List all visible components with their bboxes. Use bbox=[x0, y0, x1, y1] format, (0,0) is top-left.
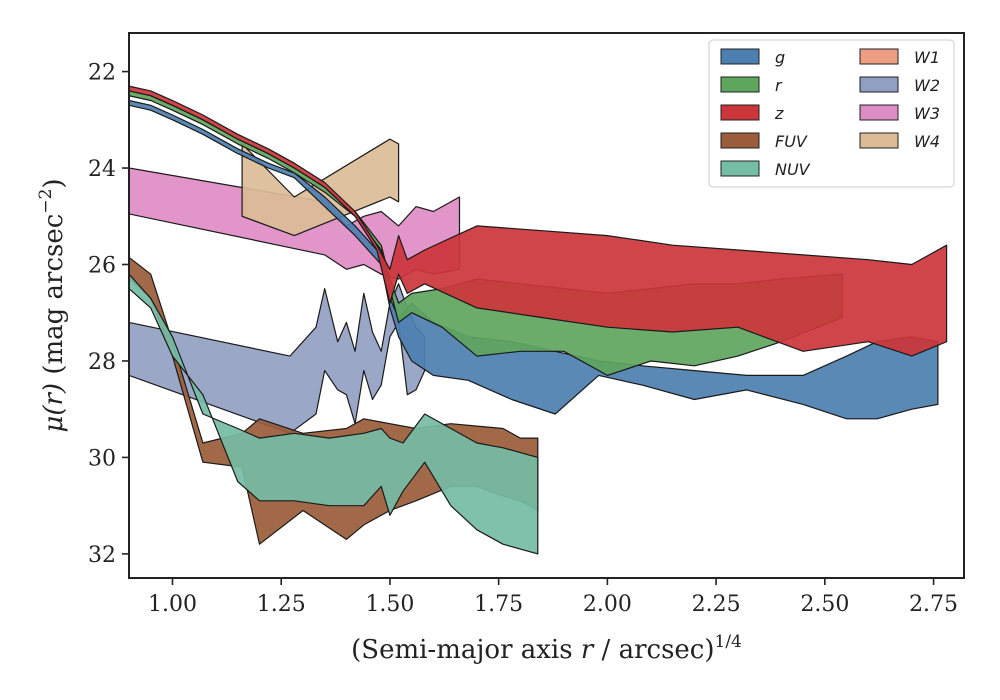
plot-frame bbox=[128, 32, 965, 579]
x-tick-label: 1.50 bbox=[365, 592, 414, 617]
legend-swatch bbox=[720, 132, 760, 149]
x-tick-label: 2.25 bbox=[692, 592, 741, 617]
y-tick-label: 32 bbox=[88, 543, 116, 568]
x-tick-label: 1.00 bbox=[148, 592, 197, 617]
y-tick-label: 24 bbox=[88, 157, 116, 182]
legend-label: g bbox=[775, 48, 785, 67]
legend-item-nuv: NUV bbox=[720, 160, 811, 179]
legend-swatch bbox=[720, 104, 760, 121]
x-tick-label: 1.75 bbox=[474, 592, 523, 617]
legend-item-r: r bbox=[720, 76, 783, 95]
y-tick-label: 30 bbox=[88, 446, 116, 471]
legend-label: FUV bbox=[775, 132, 808, 151]
band-z bbox=[129, 85, 948, 357]
legend-item-w2: W2 bbox=[859, 76, 940, 95]
legend-label: NUV bbox=[775, 160, 811, 179]
legend-item-w3: W3 bbox=[859, 104, 940, 123]
x-tick-label: 1.25 bbox=[257, 592, 306, 617]
legend-swatch bbox=[859, 104, 899, 121]
x-axis-label: (Semi-major axis r / arcsec)1/4 bbox=[351, 632, 742, 665]
y-axis-label: μ(r) (mag arcsec−2) bbox=[36, 178, 69, 432]
legend-label: r bbox=[775, 76, 783, 95]
x-tick-label: 2.50 bbox=[800, 592, 849, 617]
legend-item-w1: W1 bbox=[859, 48, 940, 67]
legend-item-w4: W4 bbox=[859, 132, 940, 151]
y-tick-label: 26 bbox=[88, 254, 116, 279]
y-tick-label: 28 bbox=[88, 350, 116, 375]
legend-swatch bbox=[720, 48, 760, 65]
legend-label: W4 bbox=[914, 132, 940, 151]
band-nuv bbox=[129, 273, 539, 555]
legend-swatch bbox=[859, 76, 899, 93]
profile-bands bbox=[129, 85, 948, 555]
legend-label: W2 bbox=[914, 76, 940, 95]
x-axis-ticks: 1.00 1.25 1.50 1.75 2.00 2.25 2.50 2.75 bbox=[148, 578, 958, 617]
legend-swatch bbox=[859, 48, 899, 65]
legend-item-g: g bbox=[720, 48, 785, 67]
band-g bbox=[129, 99, 939, 420]
legend-label: z bbox=[774, 104, 784, 123]
legend-label: W3 bbox=[914, 104, 940, 123]
x-tick-label: 2.75 bbox=[909, 592, 958, 617]
y-tick-label: 22 bbox=[88, 61, 116, 86]
legend-item-z: z bbox=[720, 104, 784, 123]
legend-label: W1 bbox=[914, 48, 940, 67]
legend-swatch bbox=[720, 160, 760, 177]
legend: grz FUV NUV W1 W2 W3 W4 bbox=[708, 39, 955, 188]
legend-swatch bbox=[859, 132, 899, 149]
legend-swatch bbox=[720, 76, 760, 93]
x-tick-label: 2.00 bbox=[583, 592, 632, 617]
y-axis-ticks: 22 24 26 28 30 32 bbox=[88, 61, 129, 568]
legend-item-fuv: FUV bbox=[720, 132, 808, 151]
